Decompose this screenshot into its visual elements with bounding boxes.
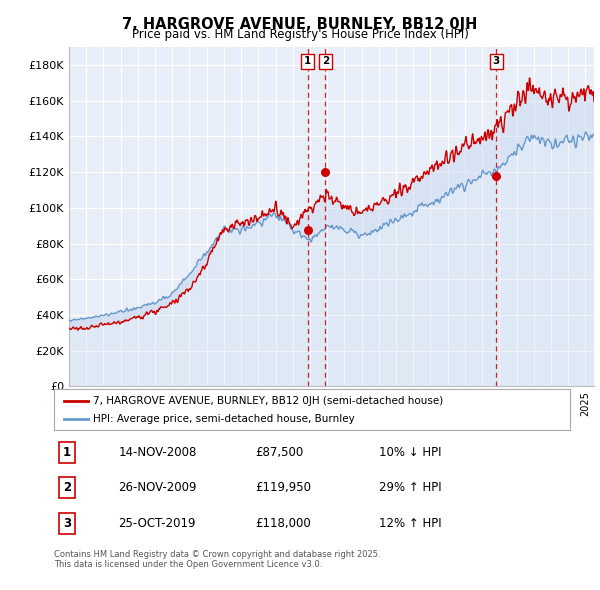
Text: 25-OCT-2019: 25-OCT-2019 — [119, 517, 196, 530]
Text: HPI: Average price, semi-detached house, Burnley: HPI: Average price, semi-detached house,… — [92, 415, 355, 424]
Text: 7, HARGROVE AVENUE, BURNLEY, BB12 0JH (semi-detached house): 7, HARGROVE AVENUE, BURNLEY, BB12 0JH (s… — [92, 396, 443, 406]
Text: 29% ↑ HPI: 29% ↑ HPI — [379, 481, 442, 494]
Point — [491, 171, 501, 181]
Text: 3: 3 — [63, 517, 71, 530]
Text: 7, HARGROVE AVENUE, BURNLEY, BB12 0JH: 7, HARGROVE AVENUE, BURNLEY, BB12 0JH — [122, 17, 478, 31]
Text: £87,500: £87,500 — [255, 446, 304, 459]
Text: 12% ↑ HPI: 12% ↑ HPI — [379, 517, 442, 530]
Text: 1: 1 — [63, 446, 71, 459]
Text: 3: 3 — [493, 57, 500, 67]
Text: Price paid vs. HM Land Registry's House Price Index (HPI): Price paid vs. HM Land Registry's House … — [131, 28, 469, 41]
Text: £119,950: £119,950 — [255, 481, 311, 494]
Point — [303, 225, 313, 235]
Text: £118,000: £118,000 — [255, 517, 311, 530]
Text: 2: 2 — [63, 481, 71, 494]
Text: 14-NOV-2008: 14-NOV-2008 — [119, 446, 197, 459]
Point — [320, 168, 330, 177]
Text: 2: 2 — [322, 57, 329, 67]
Text: 26-NOV-2009: 26-NOV-2009 — [119, 481, 197, 494]
Text: Contains HM Land Registry data © Crown copyright and database right 2025.
This d: Contains HM Land Registry data © Crown c… — [54, 550, 380, 569]
Text: 10% ↓ HPI: 10% ↓ HPI — [379, 446, 442, 459]
Text: 1: 1 — [304, 57, 311, 67]
